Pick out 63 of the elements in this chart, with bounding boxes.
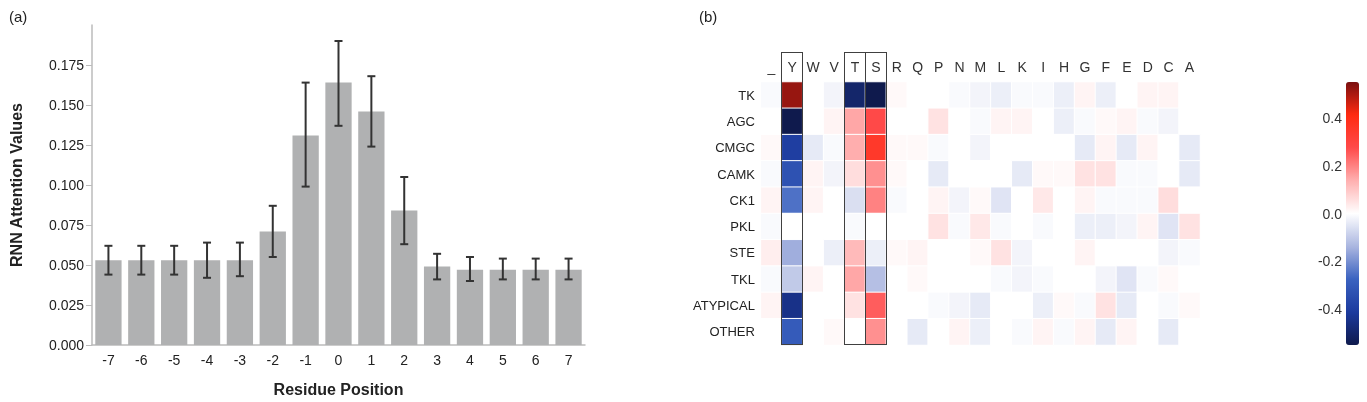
x-tick-label: F <box>1101 59 1111 75</box>
y-tick-label: STE <box>729 245 756 261</box>
x-tick-label: Q <box>912 59 924 75</box>
color-bar-label: 0.4 <box>1322 109 1343 126</box>
x-tick-label: 0 <box>334 352 343 368</box>
y-tick-label: CMGC <box>715 140 755 156</box>
y-tick-label: 0.075 <box>48 217 85 233</box>
color-bar-label: 0.0 <box>1322 205 1343 222</box>
x-tick-label: -4 <box>200 352 214 368</box>
y-tick-label: TK <box>738 87 756 103</box>
x-tick-label: Y <box>787 59 798 75</box>
x-tick-label: A <box>1184 59 1195 75</box>
y-tick-label: ATYPICAL <box>693 298 755 314</box>
y-tick-label: 0.025 <box>48 297 85 313</box>
x-tick-label: 6 <box>531 352 540 368</box>
x-tick-label: N <box>954 59 965 75</box>
x-tick-label: W <box>806 59 821 75</box>
color-bar-label: -0.4 <box>1317 301 1343 318</box>
color-bar-label: 0.2 <box>1322 157 1343 174</box>
y-tick-label: 0.175 <box>48 57 85 73</box>
x-tick-label: M <box>974 59 987 75</box>
chart-title: (b) <box>699 8 718 25</box>
x-tick-label: -3 <box>233 352 247 368</box>
x-tick-label: L <box>997 59 1006 75</box>
x-tick-label: T <box>850 59 860 75</box>
y-tick-label: 0.100 <box>48 177 85 193</box>
x-tick-label: -5 <box>167 352 181 368</box>
x-tick-label: E <box>1122 59 1132 75</box>
x-tick-label: -6 <box>135 352 148 368</box>
y-tick-label: AGC <box>726 113 755 129</box>
x-tick-label: _ <box>766 59 776 75</box>
x-tick-label: V <box>829 59 840 75</box>
x-tick-label: 2 <box>400 352 409 368</box>
y-tick-label: OTHER <box>709 324 755 340</box>
x-tick-label: H <box>1059 59 1070 75</box>
x-tick-label: S <box>871 59 881 75</box>
y-tick-label: CK1 <box>729 192 755 208</box>
y-tick-label: PKL <box>730 219 755 235</box>
x-tick-label: -1 <box>299 352 313 368</box>
x-tick-label: 3 <box>433 352 442 368</box>
x-tick-label: 4 <box>466 352 475 368</box>
chart-title: (a) <box>9 8 28 25</box>
y-tick-label: 0.125 <box>48 137 85 153</box>
y-tick-label: TKL <box>731 271 755 287</box>
x-tick-label: D <box>1142 59 1153 75</box>
y-tick-label: 0.150 <box>48 97 85 113</box>
x-tick-label: P <box>933 59 944 75</box>
x-tick-label: R <box>891 59 902 75</box>
x-tick-label: I <box>1041 59 1046 75</box>
x-tick-label: G <box>1079 59 1091 75</box>
x-tick-label: -7 <box>102 352 115 368</box>
x-tick-label: C <box>1163 59 1174 75</box>
x-tick-label: 1 <box>367 352 376 368</box>
x-tick-label: 7 <box>564 352 573 368</box>
y-tick-label: 0.000 <box>48 337 85 353</box>
x-tick-label: -2 <box>266 352 280 368</box>
color-bar-label: -0.2 <box>1317 253 1343 270</box>
y-tick-label: 0.050 <box>48 257 85 273</box>
x-tick-label: 5 <box>498 352 507 368</box>
y-axis-title: RNN Attention Values <box>7 102 25 267</box>
x-axis-title: Residue Position <box>273 380 404 398</box>
y-tick-label: CAMK <box>717 166 756 182</box>
x-tick-label: K <box>1017 59 1028 75</box>
